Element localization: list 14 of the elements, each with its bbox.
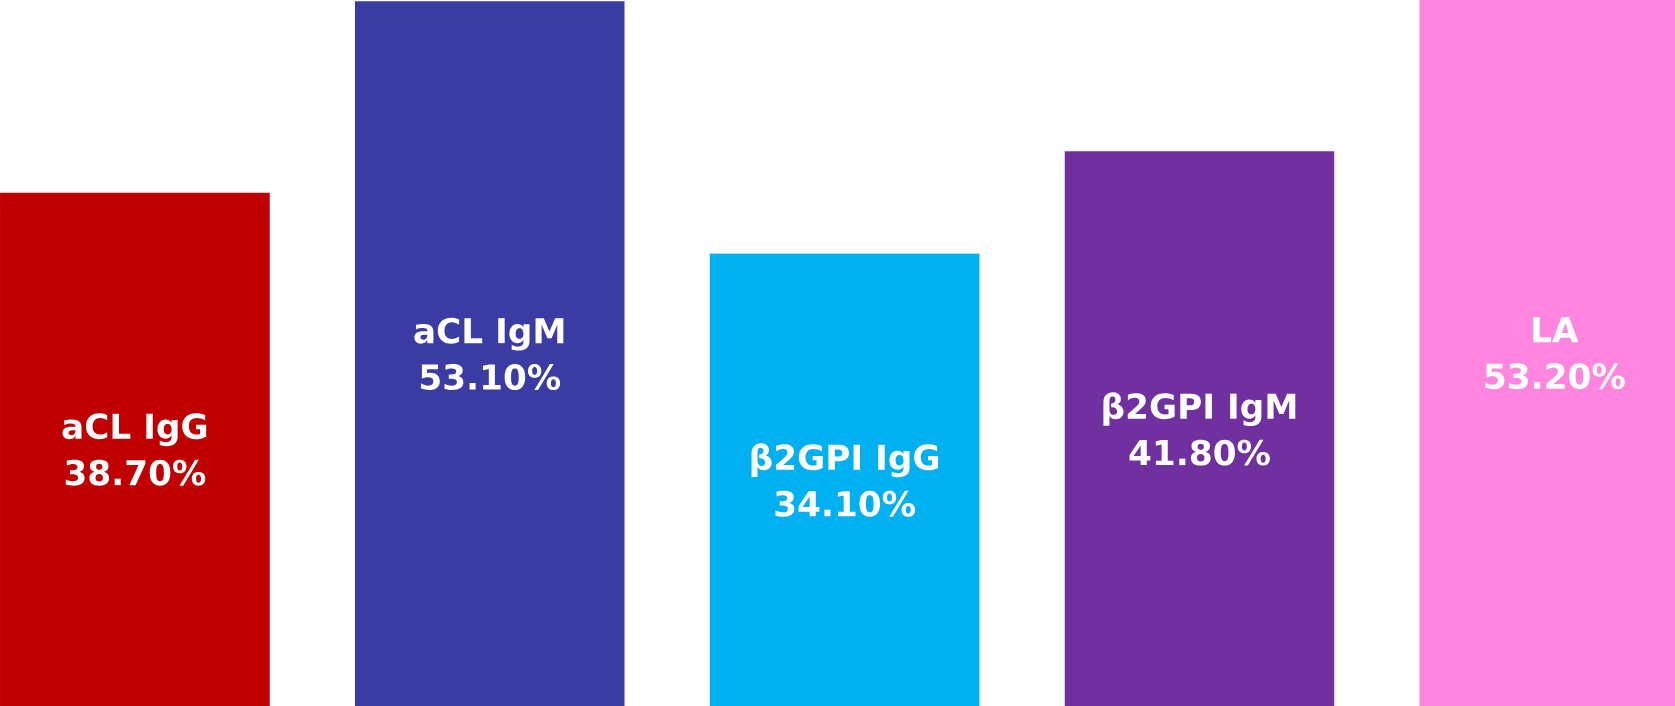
x-tick-label: LA [1533,317,1579,343]
x-tick-label: aCL IgM [414,317,564,351]
bar [0,192,270,706]
bar [354,1,625,706]
x-tick-label: aCL IgG [62,413,207,446]
bar [1064,151,1335,706]
x-tick-label: β2GPI IgM [1103,391,1296,426]
x-tick-label: β2GPI IgG [751,443,939,478]
data-label: 38.70% [65,459,206,486]
data-label: 53.10% [420,363,561,390]
data-label: 34.10% [775,490,915,517]
bar [709,253,980,706]
data-label: 41.80% [1129,439,1270,466]
data-label: 53.20% [1485,363,1625,389]
